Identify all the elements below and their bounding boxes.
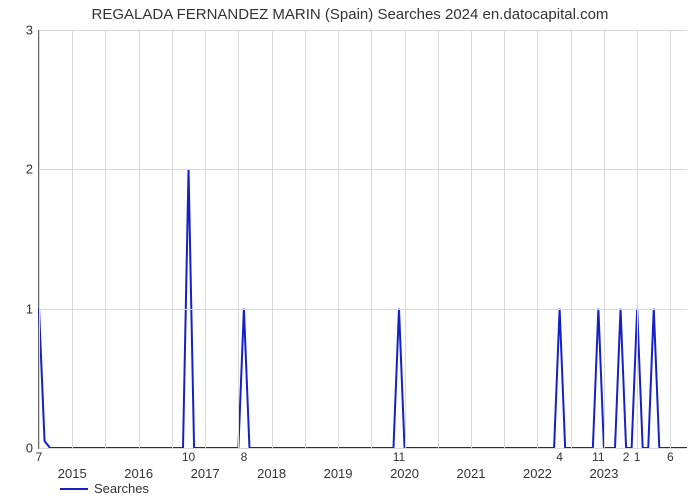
chart-container: REGALADA FERNANDEZ MARIN (Spain) Searche… (0, 0, 700, 500)
gridline-v (238, 30, 239, 448)
gridline-h (39, 309, 687, 310)
legend: Searches (60, 481, 149, 496)
gridline-v (571, 30, 572, 448)
x-tick-label: 2015 (58, 448, 87, 481)
gridline-v (504, 30, 505, 448)
x-tick-label: 2019 (324, 448, 353, 481)
x-tick-label: 2018 (257, 448, 286, 481)
gridline-v (604, 30, 605, 448)
gridline-v (637, 30, 638, 448)
line-series (39, 30, 687, 448)
y-tick-label: 2 (26, 162, 39, 177)
x-tick-label: 2022 (523, 448, 552, 481)
gridline-v (338, 30, 339, 448)
x-tick-label: 2016 (124, 448, 153, 481)
gridline-v (205, 30, 206, 448)
legend-swatch (60, 488, 88, 490)
gridline-v (39, 30, 40, 448)
gridline-v (305, 30, 306, 448)
peak-label: 6 (667, 448, 674, 464)
gridline-v (537, 30, 538, 448)
plot-area: 0123201520162017201820192020202120222023… (38, 30, 687, 449)
gridline-v (172, 30, 173, 448)
peak-label: 10 (182, 448, 195, 464)
gridline-v (139, 30, 140, 448)
peak-label: 4 (556, 448, 563, 464)
chart-title: REGALADA FERNANDEZ MARIN (Spain) Searche… (0, 6, 700, 23)
gridline-v (471, 30, 472, 448)
gridline-v (371, 30, 372, 448)
peak-label: 1 (634, 448, 641, 464)
legend-label: Searches (94, 481, 149, 496)
x-tick-label: 2021 (457, 448, 486, 481)
y-tick-label: 1 (26, 301, 39, 316)
y-tick-label: 3 (26, 23, 39, 38)
peak-label: 7 (36, 448, 43, 464)
peak-label: 2 (623, 448, 630, 464)
gridline-v (405, 30, 406, 448)
peak-label: 8 (241, 448, 248, 464)
gridline-h (39, 30, 687, 31)
gridline-h (39, 169, 687, 170)
peak-label: 11 (592, 448, 604, 464)
gridline-v (438, 30, 439, 448)
peak-label: 11 (393, 448, 405, 464)
gridline-v (272, 30, 273, 448)
gridline-v (105, 30, 106, 448)
gridline-v (72, 30, 73, 448)
gridline-v (670, 30, 671, 448)
